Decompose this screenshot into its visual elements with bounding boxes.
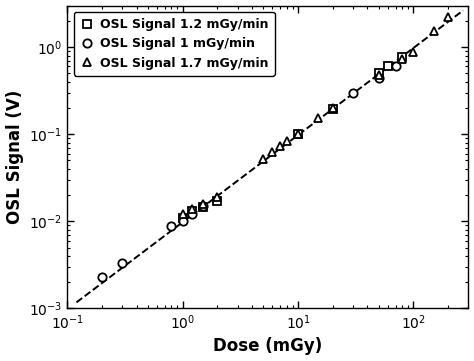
Line: OSL Signal 1.7 mGy/min: OSL Signal 1.7 mGy/min: [179, 13, 452, 219]
Legend: OSL Signal 1.2 mGy/min, OSL Signal 1 mGy/min, OSL Signal 1.7 mGy/min: OSL Signal 1.2 mGy/min, OSL Signal 1 mGy…: [73, 12, 274, 76]
OSL Signal 1.2 mGy/min: [385, 64, 391, 69]
OSL Signal 1.7 mGy/min: [400, 57, 405, 61]
OSL Signal 1.7 mGy/min: [445, 15, 451, 19]
OSL Signal 1.7 mGy/min: [200, 201, 206, 206]
OSL Signal 1.2 mGy/min: [376, 71, 382, 75]
X-axis label: Dose (mGy): Dose (mGy): [213, 338, 322, 356]
OSL Signal 1.7 mGy/min: [284, 139, 290, 143]
OSL Signal 1 mGy/min: [180, 219, 185, 223]
OSL Signal 1.2 mGy/min: [400, 55, 405, 59]
OSL Signal 1.7 mGy/min: [376, 73, 382, 77]
OSL Signal 1 mGy/min: [119, 261, 125, 265]
OSL Signal 1.7 mGy/min: [180, 212, 185, 217]
OSL Signal 1.7 mGy/min: [295, 132, 301, 136]
Line: OSL Signal 1.2 mGy/min: OSL Signal 1.2 mGy/min: [179, 52, 406, 222]
OSL Signal 1.7 mGy/min: [270, 149, 275, 154]
OSL Signal 1.2 mGy/min: [330, 107, 336, 111]
OSL Signal 1 mGy/min: [189, 212, 195, 217]
OSL Signal 1.2 mGy/min: [189, 209, 195, 214]
OSL Signal 1.2 mGy/min: [180, 216, 185, 220]
OSL Signal 1 mGy/min: [376, 76, 382, 81]
OSL Signal 1.7 mGy/min: [316, 116, 321, 121]
OSL Signal 1 mGy/min: [200, 204, 206, 208]
OSL Signal 1.7 mGy/min: [189, 206, 195, 211]
OSL Signal 1.7 mGy/min: [410, 50, 416, 54]
OSL Signal 1.7 mGy/min: [330, 106, 336, 110]
OSL Signal 1 mGy/min: [350, 91, 356, 95]
Line: OSL Signal 1 mGy/min: OSL Signal 1 mGy/min: [98, 62, 400, 281]
OSL Signal 1 mGy/min: [392, 64, 398, 69]
OSL Signal 1.7 mGy/min: [260, 157, 266, 161]
OSL Signal 1 mGy/min: [169, 224, 174, 228]
OSL Signal 1.7 mGy/min: [215, 195, 220, 199]
OSL Signal 1.2 mGy/min: [200, 205, 206, 209]
OSL Signal 1.7 mGy/min: [431, 29, 437, 33]
OSL Signal 1.2 mGy/min: [215, 199, 220, 203]
OSL Signal 1.2 mGy/min: [295, 132, 301, 136]
OSL Signal 1.7 mGy/min: [277, 144, 283, 148]
Y-axis label: OSL Signal (V): OSL Signal (V): [6, 90, 24, 224]
OSL Signal 1 mGy/min: [99, 275, 105, 279]
